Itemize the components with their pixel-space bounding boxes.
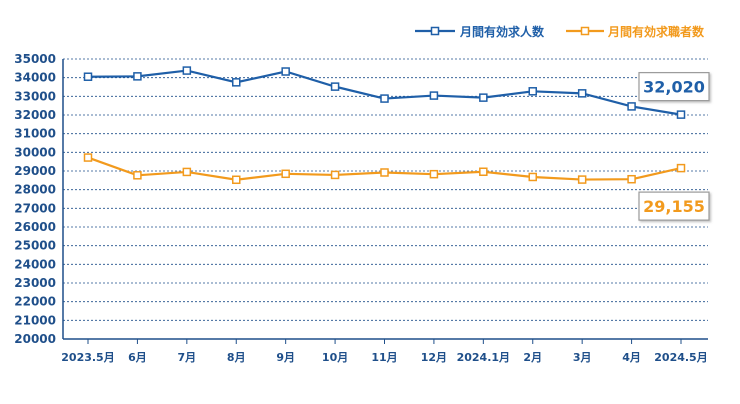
x-tick-label: 2024.5月 [654, 351, 707, 364]
end-value-callout-2: 29,155 [638, 191, 710, 221]
data-point [83, 72, 93, 81]
legend-item-2: 月間有効求職者数 [566, 24, 705, 39]
data-point [232, 175, 241, 185]
legend-label: 月間有効求人数 [459, 24, 545, 39]
data-point [577, 89, 587, 98]
y-tick-label: 27000 [14, 201, 56, 215]
data-point [232, 78, 241, 87]
data-point [627, 174, 636, 184]
end-value-callout-1: 32,020 [638, 72, 710, 102]
data-point [330, 170, 340, 180]
grid-layer [63, 58, 708, 321]
y-tick-label: 29000 [14, 164, 56, 178]
legend: 月間有効求人数 月間有効求職者数 [415, 24, 705, 39]
y-tick-label: 33000 [14, 89, 56, 103]
end-value-label: 29,155 [643, 197, 705, 216]
x-tick-label: 9月 [276, 351, 295, 364]
axis-layer: 20000 21000 22000 23000 24000 25000 26000 27000… [14, 52, 708, 364]
data-point [281, 169, 290, 179]
x-tick-label: 10月 [322, 351, 348, 364]
x-tick-label: 12月 [421, 351, 447, 364]
legend-marker [430, 26, 440, 36]
series-1 [83, 66, 686, 119]
data-point [479, 167, 488, 176]
legend-item-1: 月間有効求人数 [415, 24, 545, 39]
callout-box [638, 72, 710, 102]
x-tick-label: 8月 [227, 351, 246, 364]
data-point [429, 169, 439, 179]
y-tick-label: 25000 [14, 239, 56, 253]
x-tick-label: 3月 [573, 351, 592, 364]
x-tick-label: 7月 [178, 351, 197, 364]
data-point [380, 94, 389, 103]
x-tick-label: 2月 [523, 351, 542, 364]
y-tick-label: 31000 [14, 127, 56, 141]
legend-label: 月間有効求職者数 [607, 24, 705, 39]
data-point [528, 172, 537, 182]
series-line-1 [87, 69, 682, 116]
data-point [380, 168, 389, 177]
callout-box [638, 191, 710, 221]
end-value-label: 32,020 [643, 78, 705, 97]
x-tick-label: 6月 [128, 351, 147, 364]
y-tick-label: 32000 [14, 108, 56, 122]
series-2 [83, 153, 686, 185]
data-point [429, 91, 439, 100]
y-tick-label: 22000 [14, 295, 56, 309]
x-tick-label: 11月 [371, 351, 397, 364]
y-tick-label: 24000 [14, 257, 56, 271]
y-tick-label: 20000 [14, 332, 56, 346]
data-point [83, 153, 93, 162]
y-tick-label: 35000 [14, 52, 56, 66]
data-point [577, 175, 587, 184]
data-point [479, 93, 488, 102]
x-tick-label: 2024.1月 [457, 351, 510, 364]
data-point [676, 163, 686, 173]
data-point [182, 167, 192, 177]
y-tick-label: 30000 [14, 145, 56, 159]
y-tick-label: 34000 [14, 71, 56, 85]
x-tick-label: 2023.5月 [61, 351, 114, 364]
x-tick-label: 4月 [622, 351, 641, 364]
y-tick-label: 28000 [14, 183, 56, 197]
y-tick-label: 23000 [14, 276, 56, 290]
y-tick-label: 21000 [14, 313, 56, 327]
legend-marker [580, 26, 590, 36]
data-point [182, 66, 192, 75]
data-point [330, 82, 340, 91]
data-point [676, 110, 686, 119]
y-tick-label: 26000 [14, 220, 56, 234]
end-label-layer: 32,020 29,155 [638, 72, 710, 221]
data-point [627, 102, 636, 111]
data-point [528, 87, 537, 96]
data-point [133, 171, 142, 180]
series-layer [83, 66, 686, 185]
data-point [133, 72, 142, 81]
data-point [281, 67, 290, 76]
